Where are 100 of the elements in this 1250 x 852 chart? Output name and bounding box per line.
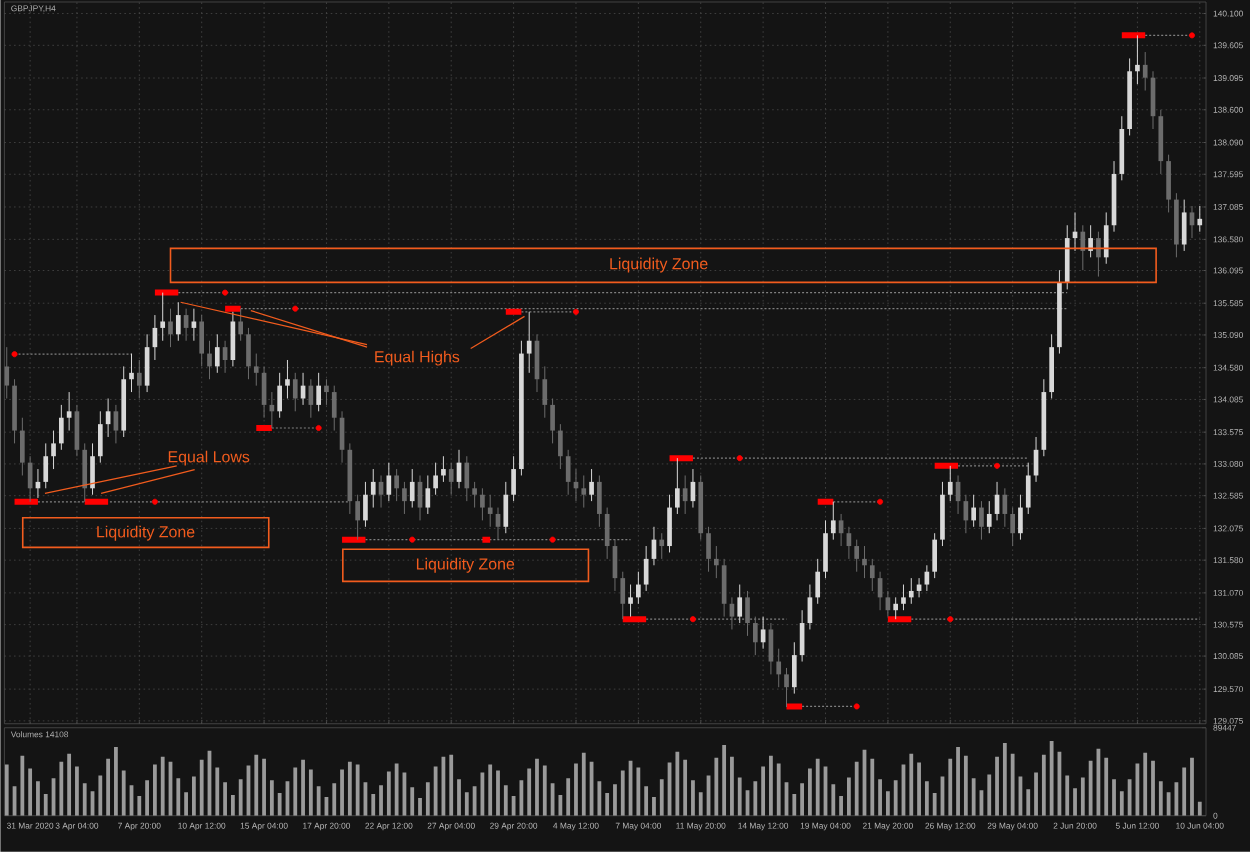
candlestick	[597, 475, 602, 528]
candlestick	[386, 462, 392, 502]
point	[947, 616, 954, 623]
candlestick	[932, 532, 938, 579]
candlestick	[394, 468, 399, 502]
candlestick	[402, 481, 407, 515]
candlestick	[1064, 224, 1070, 291]
candlestick	[558, 423, 563, 470]
candlestick	[901, 584, 906, 611]
candlestick	[869, 558, 875, 592]
candlestick	[214, 333, 220, 374]
candlestick	[207, 340, 212, 380]
candlestick	[480, 487, 485, 522]
candlestick	[1135, 34, 1140, 85]
point	[151, 498, 158, 505]
candlestick	[160, 292, 166, 342]
candlestick	[370, 468, 376, 509]
candlestick	[441, 455, 446, 483]
candlestick	[292, 372, 298, 412]
candlestick	[1025, 462, 1031, 515]
candlestick	[199, 314, 205, 368]
candlestick	[628, 584, 633, 618]
candlestick	[542, 366, 548, 419]
candlestick	[1166, 154, 1171, 214]
candlestick	[971, 494, 976, 528]
candlestick	[526, 311, 532, 374]
candlestick	[324, 378, 329, 406]
candlestick	[82, 443, 88, 503]
candlestick	[979, 500, 984, 541]
candlestick	[604, 507, 610, 560]
candlestick	[893, 597, 899, 620]
candlestick	[908, 577, 914, 605]
point	[877, 498, 884, 505]
point	[736, 455, 743, 462]
candlestick	[713, 545, 719, 579]
candlestick	[1088, 224, 1093, 258]
candlestick	[129, 353, 134, 393]
candlestick	[830, 501, 836, 541]
point	[853, 703, 860, 710]
candlestick	[136, 359, 142, 400]
candlestick	[90, 443, 95, 496]
candlestick	[862, 545, 867, 579]
candlestick	[51, 430, 56, 470]
candlestick	[66, 391, 72, 432]
candlestick	[316, 372, 321, 412]
candlestick	[659, 532, 665, 560]
candlestick	[737, 584, 743, 624]
candlestick	[1119, 115, 1125, 181]
candlestick	[238, 308, 244, 342]
candlestick	[1174, 192, 1179, 258]
candlestick	[589, 468, 594, 502]
point	[994, 462, 1001, 469]
candlestick	[667, 494, 672, 554]
candlestick	[565, 449, 571, 496]
candlestick	[1103, 212, 1109, 265]
point	[409, 536, 416, 543]
candlestick	[1158, 109, 1164, 175]
candlestick	[636, 571, 641, 605]
candlestick	[854, 539, 860, 573]
candlestick	[1010, 507, 1015, 547]
candlestick	[1080, 224, 1086, 271]
candlestick	[791, 641, 797, 695]
candlestick	[620, 571, 626, 620]
candlestick	[246, 327, 251, 380]
candlestick	[409, 468, 415, 509]
candlestick	[355, 494, 360, 541]
candlestick	[433, 462, 438, 496]
point	[11, 351, 18, 358]
candlestick	[776, 648, 782, 688]
candlestick	[285, 359, 290, 400]
candlestick	[823, 520, 828, 579]
candlestick	[511, 455, 516, 502]
candlestick	[472, 481, 477, 509]
candlestick	[363, 481, 368, 528]
candlestick	[940, 481, 945, 547]
point	[1188, 32, 1195, 39]
candlestick	[1096, 231, 1101, 278]
candlestick	[752, 616, 758, 656]
point	[572, 309, 579, 315]
point	[292, 305, 299, 312]
candlestick	[784, 667, 789, 708]
candlestick	[277, 372, 283, 419]
candlestick	[706, 526, 711, 573]
candlestick	[581, 475, 587, 509]
candlestick	[331, 385, 337, 432]
candlestick	[253, 353, 259, 387]
point	[689, 616, 696, 623]
candlestick	[503, 481, 509, 534]
candlestick	[487, 494, 493, 528]
candlestick	[97, 410, 103, 464]
candlestick	[464, 455, 470, 502]
candlestick	[675, 457, 680, 515]
candlestick	[1142, 51, 1148, 92]
candlestick	[12, 378, 17, 445]
candlestick	[986, 500, 992, 534]
point	[315, 425, 322, 432]
candlestick	[43, 443, 49, 489]
candlestick	[947, 465, 953, 502]
candlestick	[191, 308, 197, 342]
candlestick	[448, 462, 454, 496]
